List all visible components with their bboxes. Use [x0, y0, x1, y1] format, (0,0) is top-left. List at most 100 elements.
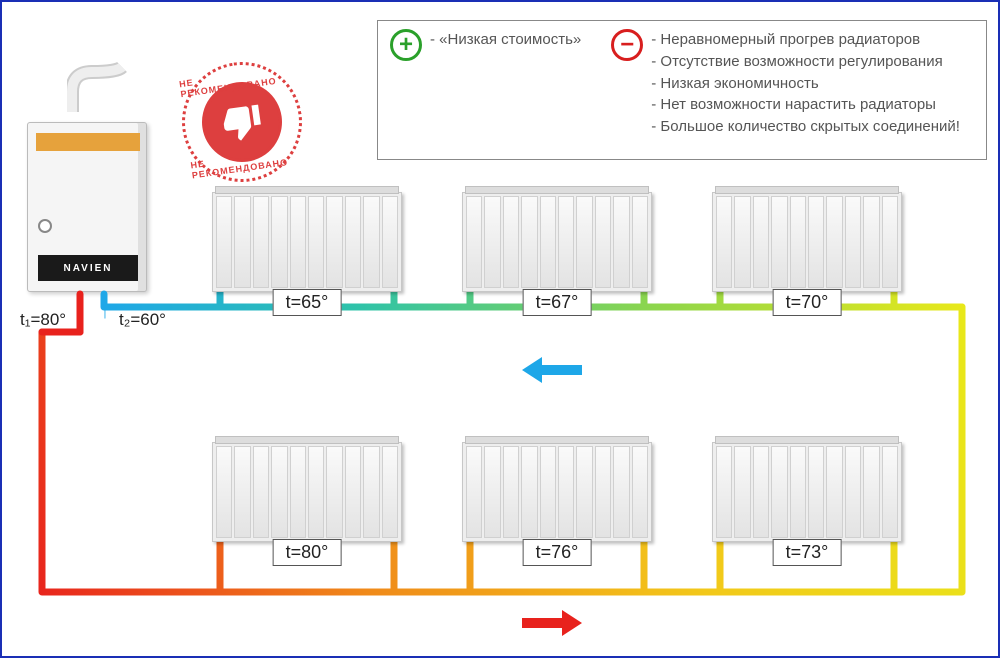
radiator-fin: [595, 446, 611, 538]
radiator-fin: [308, 196, 324, 288]
boiler-brand-label: NAVIEN: [38, 255, 138, 281]
radiator-fin: [540, 196, 556, 288]
radiator-fin: [363, 196, 379, 288]
return-flow-arrow-icon: [522, 357, 582, 383]
boiler-knob: [38, 219, 52, 233]
legend-plus-item: «Низкая стоимость»: [430, 29, 581, 51]
radiator-fin: [290, 196, 306, 288]
boiler-outlet-temp: t₁=80°: [20, 310, 66, 330]
radiator-temp-label: t=70°: [773, 289, 842, 316]
radiator-fin: [271, 446, 287, 538]
radiator: t=70°: [712, 192, 902, 312]
radiator-fin: [882, 446, 898, 538]
radiator-fin: [845, 446, 861, 538]
radiator-fin: [734, 196, 750, 288]
radiator-temp-label: t=80°: [273, 539, 342, 566]
supply-flow-arrow-icon: [522, 610, 582, 636]
radiator-fin: [558, 446, 574, 538]
radiator-fin: [521, 446, 537, 538]
radiator-fin: [466, 446, 482, 538]
legend-minus-item: Нет возможности нарастить радиаторы: [651, 94, 960, 116]
legend-minus-item: Низкая экономичность: [651, 73, 960, 95]
radiator-fin: [632, 446, 648, 538]
radiator-top: [465, 186, 649, 194]
legend-minus-col: − Неравномерный прогрев радиаторов Отсут…: [611, 29, 960, 151]
radiator-fin: [466, 196, 482, 288]
radiator-fin: [863, 446, 879, 538]
radiator-fin: [716, 446, 732, 538]
radiator-fin: [290, 446, 306, 538]
legend-box: + «Низкая стоимость» − Неравномерный про…: [377, 20, 987, 160]
radiator-fin: [503, 446, 519, 538]
legend-minus-item: Большое количество скрытых соединений!: [651, 116, 960, 138]
radiator-fin: [753, 446, 769, 538]
radiator-fin: [576, 446, 592, 538]
legend-plus-text: «Низкая стоимость»: [430, 29, 581, 51]
outlet-arrow-icon: ↓: [74, 302, 88, 322]
radiator-body: [212, 192, 402, 292]
radiator-fin: [521, 196, 537, 288]
radiator-fin: [826, 446, 842, 538]
radiator-fin: [753, 196, 769, 288]
radiator-fin: [234, 196, 250, 288]
inlet-arrow-icon: ↑: [98, 302, 112, 322]
radiator-body: [462, 442, 652, 542]
radiator-fin: [308, 446, 324, 538]
radiator-fin: [826, 196, 842, 288]
radiator-fin: [326, 196, 342, 288]
boiler-inlet-temp: t₂=60°: [119, 310, 166, 330]
radiator-body: [712, 442, 902, 542]
radiator-fin: [234, 446, 250, 538]
boiler-exhaust-pipe: [67, 62, 127, 117]
radiator-fin: [484, 446, 500, 538]
radiator-fin: [503, 196, 519, 288]
legend-plus-col: + «Низкая стоимость»: [390, 29, 581, 151]
radiator-fin: [613, 446, 629, 538]
not-recommended-stamp: НЕ РЕКОМЕНДОВАНО НЕ РЕКОМЕНДОВАНО: [174, 54, 310, 190]
minus-icon: −: [611, 29, 643, 61]
radiator-fin: [771, 446, 787, 538]
radiator-top: [465, 436, 649, 444]
legend-minus-item: Отсутствие возможности регулирования: [651, 51, 960, 73]
radiator-top: [715, 436, 899, 444]
radiator-fin: [382, 446, 398, 538]
radiator-temp-label: t=76°: [523, 539, 592, 566]
radiator-fin: [716, 196, 732, 288]
legend-minus-item: Неравномерный прогрев радиаторов: [651, 29, 960, 51]
radiator-fin: [845, 196, 861, 288]
radiator-fin: [790, 446, 806, 538]
radiator-fin: [484, 196, 500, 288]
radiator-fin: [771, 196, 787, 288]
radiator-temp-label: t=73°: [773, 539, 842, 566]
radiator-fin: [253, 446, 269, 538]
radiator: t=80°: [212, 442, 402, 562]
legend-minus-text: Неравномерный прогрев радиаторов Отсутст…: [651, 29, 960, 138]
radiator-top: [215, 436, 399, 444]
radiator-fin: [576, 196, 592, 288]
radiator-fin: [595, 196, 611, 288]
boiler: NAVIEN: [27, 92, 147, 292]
radiator-fin: [271, 196, 287, 288]
plus-icon: +: [390, 29, 422, 61]
radiator-fin: [613, 196, 629, 288]
radiator-fin: [734, 446, 750, 538]
radiator: t=67°: [462, 192, 652, 312]
radiator-fin: [882, 196, 898, 288]
radiator-fin: [790, 196, 806, 288]
boiler-stripe: [36, 133, 140, 151]
radiator-fin: [363, 446, 379, 538]
radiator-fin: [345, 196, 361, 288]
radiator-temp-label: t=65°: [273, 289, 342, 316]
radiator-fin: [558, 196, 574, 288]
radiator-fin: [345, 446, 361, 538]
radiator: t=65°: [212, 192, 402, 312]
radiator-temp-label: t=67°: [523, 289, 592, 316]
radiator-fin: [632, 196, 648, 288]
radiator-body: [462, 192, 652, 292]
radiator-fin: [216, 196, 232, 288]
radiator-fin: [382, 196, 398, 288]
radiator-fin: [253, 196, 269, 288]
radiator-fin: [216, 446, 232, 538]
radiator-body: [712, 192, 902, 292]
radiator: t=76°: [462, 442, 652, 562]
